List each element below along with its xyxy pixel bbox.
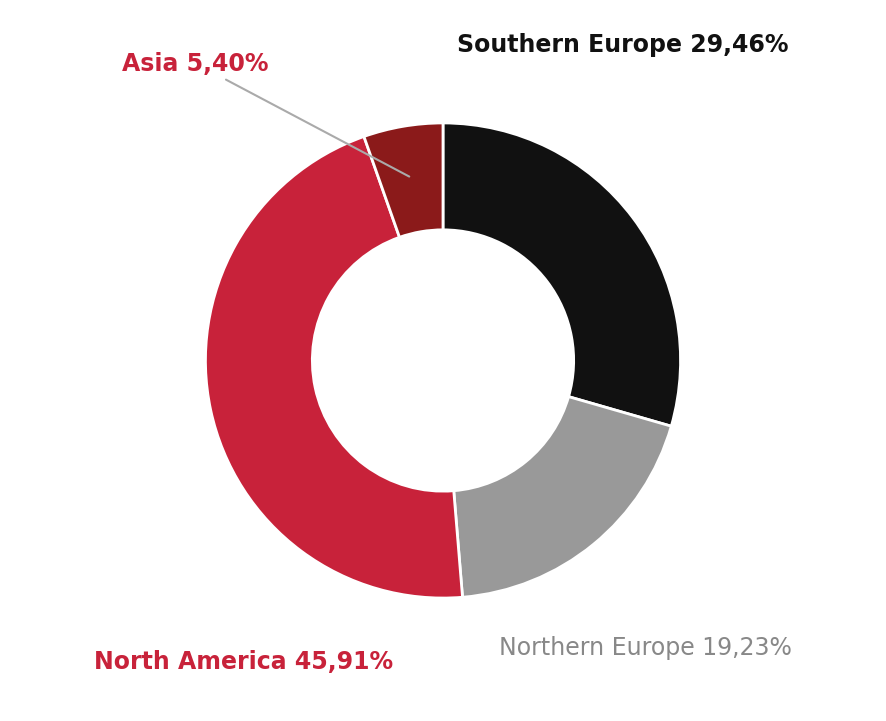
Wedge shape <box>364 123 443 237</box>
Text: Northern Europe 19,23%: Northern Europe 19,23% <box>500 636 792 660</box>
Wedge shape <box>443 123 680 426</box>
Text: Southern Europe 29,46%: Southern Europe 29,46% <box>457 32 789 57</box>
Text: North America 45,91%: North America 45,91% <box>94 650 392 674</box>
Wedge shape <box>454 397 672 597</box>
Wedge shape <box>206 136 462 598</box>
Text: Asia 5,40%: Asia 5,40% <box>122 52 409 177</box>
